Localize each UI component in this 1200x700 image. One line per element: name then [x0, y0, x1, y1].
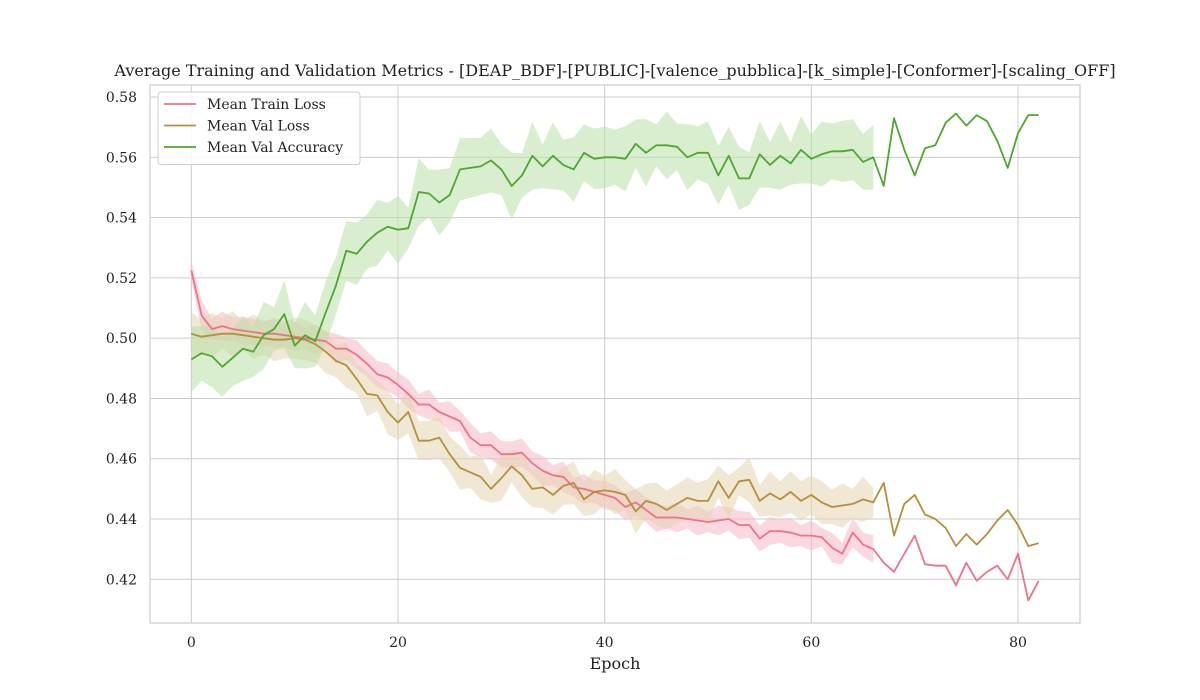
y-tick-label: 0.52 — [106, 271, 137, 287]
y-tick-label: 0.50 — [106, 331, 137, 347]
y-tick-label: 0.48 — [106, 391, 137, 407]
y-tick-label: 0.54 — [106, 211, 137, 227]
x-tick-label: 0 — [187, 635, 196, 651]
legend: Mean Train Loss Mean Val Loss Mean Val Acc… — [157, 91, 361, 165]
x-axis-label: Epoch — [590, 654, 641, 673]
y-tick-label: 0.42 — [106, 572, 137, 588]
x-tick-label: 60 — [802, 635, 820, 651]
series-lines — [190, 112, 1040, 602]
x-tick-label: 40 — [596, 635, 614, 651]
legend-label: Mean Train Loss — [207, 97, 326, 113]
plot-border — [149, 84, 1081, 624]
series-line-3 — [190, 112, 1039, 368]
y-tick-label: 0.56 — [106, 150, 137, 166]
legend-label: Mean Val Accuracy — [207, 140, 343, 156]
series-line-1 — [190, 270, 1040, 602]
plot-frame — [149, 84, 1081, 624]
series-band-3 — [191, 111, 874, 398]
legend-box — [157, 91, 361, 165]
y-tick-label: 0.58 — [106, 90, 137, 106]
y-axis-ticks: 0.42 0.44 0.46 0.48 0.50 0.52 0.54 0.56 0.58 — [106, 90, 137, 588]
x-axis-ticks: 0 20 40 60 80 — [187, 635, 1027, 651]
legend-label: Mean Val Loss — [207, 119, 310, 135]
chart-title: Average Training and Validation Metrics … — [113, 61, 1115, 80]
series-line-2 — [191, 332, 1039, 547]
series-band-1 — [191, 261, 874, 565]
x-tick-label: 20 — [389, 635, 407, 651]
x-tick-label: 80 — [1009, 635, 1027, 651]
y-tick-label: 0.44 — [106, 512, 137, 528]
y-tick-label: 0.46 — [106, 452, 137, 468]
